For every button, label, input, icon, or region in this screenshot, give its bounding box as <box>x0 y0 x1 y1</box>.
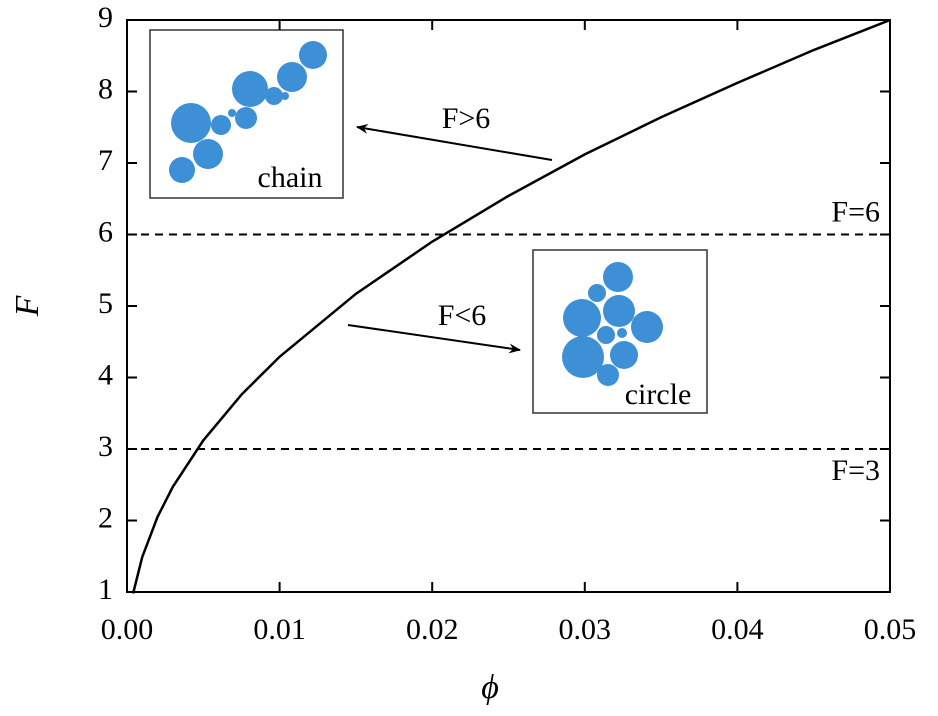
arrow <box>348 325 520 350</box>
chain-inset: chain <box>150 30 343 198</box>
x-tick-label: 0.03 <box>559 613 612 646</box>
reference-label: F=6 <box>831 195 880 228</box>
y-tick-label: 8 <box>98 72 113 105</box>
y-tick-label: 9 <box>98 1 113 34</box>
chart: ϕ F chain circle F>6 F<6 1 2 3 4 5 6 7 8 9 0.00 0.… <box>0 0 938 716</box>
x-axis-label: ϕ <box>481 669 499 706</box>
y-tick-label: 3 <box>98 430 113 463</box>
reference-label: F=3 <box>831 454 880 487</box>
circle-inset: circle <box>533 250 707 413</box>
y-tick-label: 5 <box>98 287 113 320</box>
y-tick-label: 7 <box>98 144 113 177</box>
x-tick-label: 0.00 <box>101 613 154 646</box>
inset-label: circle <box>625 378 692 411</box>
y-tick-label: 1 <box>98 573 113 606</box>
x-tick-label: 0.02 <box>406 613 459 646</box>
y-tick-label: 4 <box>98 358 113 391</box>
annotation: F>6 <box>442 102 491 135</box>
annotation: F<6 <box>438 299 487 332</box>
y-axis-label: F <box>9 294 46 317</box>
x-tick-label: 0.04 <box>711 613 764 646</box>
inset-label: chain <box>258 161 323 194</box>
y-tick-label: 6 <box>98 215 113 248</box>
y-tick-label: 2 <box>98 501 113 534</box>
x-tick-label: 0.05 <box>864 613 917 646</box>
x-tick-label: 0.01 <box>253 613 306 646</box>
